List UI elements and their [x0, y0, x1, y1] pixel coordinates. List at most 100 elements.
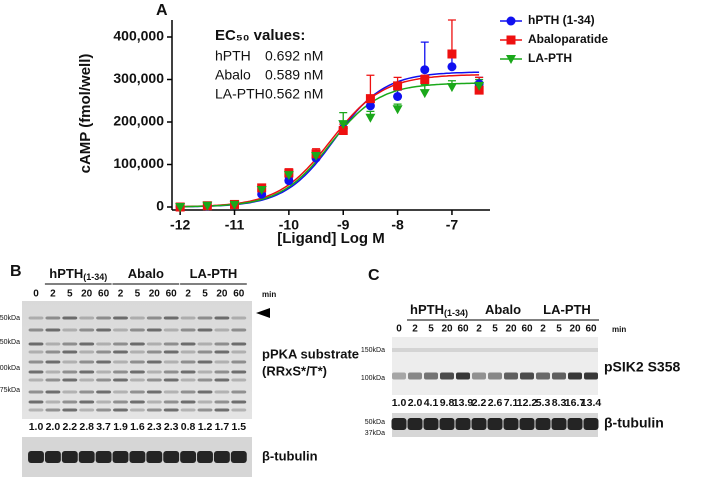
- y-tick-label: 0: [156, 198, 164, 214]
- error-bar: [447, 19, 456, 54]
- blot-band: [504, 372, 518, 380]
- blot-band: [79, 360, 95, 364]
- fit-curve: [180, 82, 480, 208]
- quantification: 1.0: [392, 397, 407, 409]
- group-label: Abalo: [485, 302, 521, 317]
- loading-band: [95, 451, 112, 463]
- time-label: 0: [33, 289, 39, 300]
- annotation-value: 0.692 nM: [265, 48, 323, 64]
- blot-band: [146, 378, 162, 382]
- blot-band: [129, 408, 145, 412]
- quantification: 16.7: [565, 397, 586, 409]
- blot-band: [62, 400, 78, 404]
- blot-band: [231, 400, 247, 404]
- blot-band: [62, 378, 78, 382]
- blot-band: [231, 370, 247, 374]
- blot-band: [214, 408, 230, 412]
- blot-band: [214, 350, 230, 354]
- blot-band: [113, 328, 128, 332]
- blot-band: [231, 408, 247, 412]
- blot-band: [45, 408, 61, 412]
- time-label: 2: [50, 289, 56, 300]
- loading-band: [197, 451, 213, 463]
- blot-band: [163, 408, 179, 412]
- mw-marker: 37kDa: [365, 430, 385, 437]
- x-tick-label: -9: [337, 217, 350, 233]
- blot-band: [129, 328, 145, 332]
- blot-band: [96, 370, 112, 374]
- group-name: LA-PTH: [543, 302, 591, 317]
- data-point: [284, 176, 294, 186]
- x-tick-label: -11: [225, 217, 245, 233]
- blot-band: [79, 408, 95, 412]
- quantification: 9.8: [440, 397, 455, 409]
- quantification: 2.3: [164, 421, 179, 433]
- quantification: 1.0: [29, 421, 44, 433]
- blot-band: [129, 400, 145, 404]
- x-tick-label: -10: [279, 217, 299, 233]
- blot-band: [79, 342, 95, 346]
- blot-band: [197, 400, 213, 404]
- blot-band: [180, 390, 196, 394]
- group-label: LA-PTH: [190, 266, 238, 281]
- time-label: 2: [118, 289, 124, 300]
- blot-band: [129, 390, 145, 394]
- mw-marker: 150kDa: [0, 339, 20, 346]
- blot-band: [231, 360, 247, 364]
- blot-band: [62, 390, 78, 394]
- blot-band: [180, 328, 196, 332]
- mw-marker: 75kDa: [0, 387, 20, 394]
- loading-band: [230, 451, 247, 463]
- blot-band: [129, 316, 145, 320]
- blot-band: [146, 400, 162, 404]
- loading-band: [163, 451, 180, 463]
- loading-band: [78, 451, 95, 463]
- quantification: 5.3: [536, 397, 551, 409]
- annotation-name: hPTH: [215, 48, 251, 64]
- blot-band: [163, 360, 179, 364]
- legend-label: hPTH (1-34): [528, 13, 595, 27]
- blot-band: [163, 328, 179, 332]
- blot-band: [146, 408, 162, 412]
- time-label: 5: [492, 324, 498, 335]
- quantification: 4.1: [424, 397, 439, 409]
- loading-band: [112, 451, 129, 463]
- group-label: LA-PTH: [543, 302, 591, 317]
- blot-band: [146, 328, 162, 332]
- blot-band: [146, 390, 162, 394]
- data-point: [338, 120, 349, 130]
- time-label: 20: [216, 289, 228, 300]
- time-label: 60: [233, 289, 245, 300]
- time-label: 60: [521, 324, 533, 335]
- time-label: 5: [428, 324, 434, 335]
- blot-band: [231, 350, 247, 354]
- blot-band: [28, 390, 44, 394]
- blot-band: [129, 378, 145, 382]
- data-point: [365, 113, 376, 123]
- blot-band: [214, 316, 230, 320]
- arrowhead: [256, 308, 270, 318]
- loading-band: [28, 451, 44, 463]
- blot-band: [113, 400, 128, 404]
- blot-band: [146, 350, 162, 354]
- x-tick-label: -12: [170, 217, 190, 233]
- blot-band: [424, 372, 438, 380]
- time-label: 5: [556, 324, 562, 335]
- blot-band: [214, 360, 230, 364]
- blot-band: [45, 400, 61, 404]
- time-label: 20: [441, 324, 453, 335]
- blot-band: [45, 378, 61, 382]
- blot-band: [113, 390, 128, 394]
- blot-band: [180, 350, 196, 354]
- blot-band: [146, 342, 162, 346]
- blot-band: [163, 400, 179, 404]
- quantification: 2.0: [408, 397, 423, 409]
- group-name: hPTH: [49, 266, 83, 281]
- y-tick-label: 200,000: [113, 113, 164, 129]
- quantification: 2.6: [488, 397, 503, 409]
- quantification: 8.3: [552, 397, 567, 409]
- blot-band: [96, 400, 112, 404]
- time-label: 60: [98, 289, 110, 300]
- blot-band: [197, 316, 213, 320]
- blot-band: [197, 390, 213, 394]
